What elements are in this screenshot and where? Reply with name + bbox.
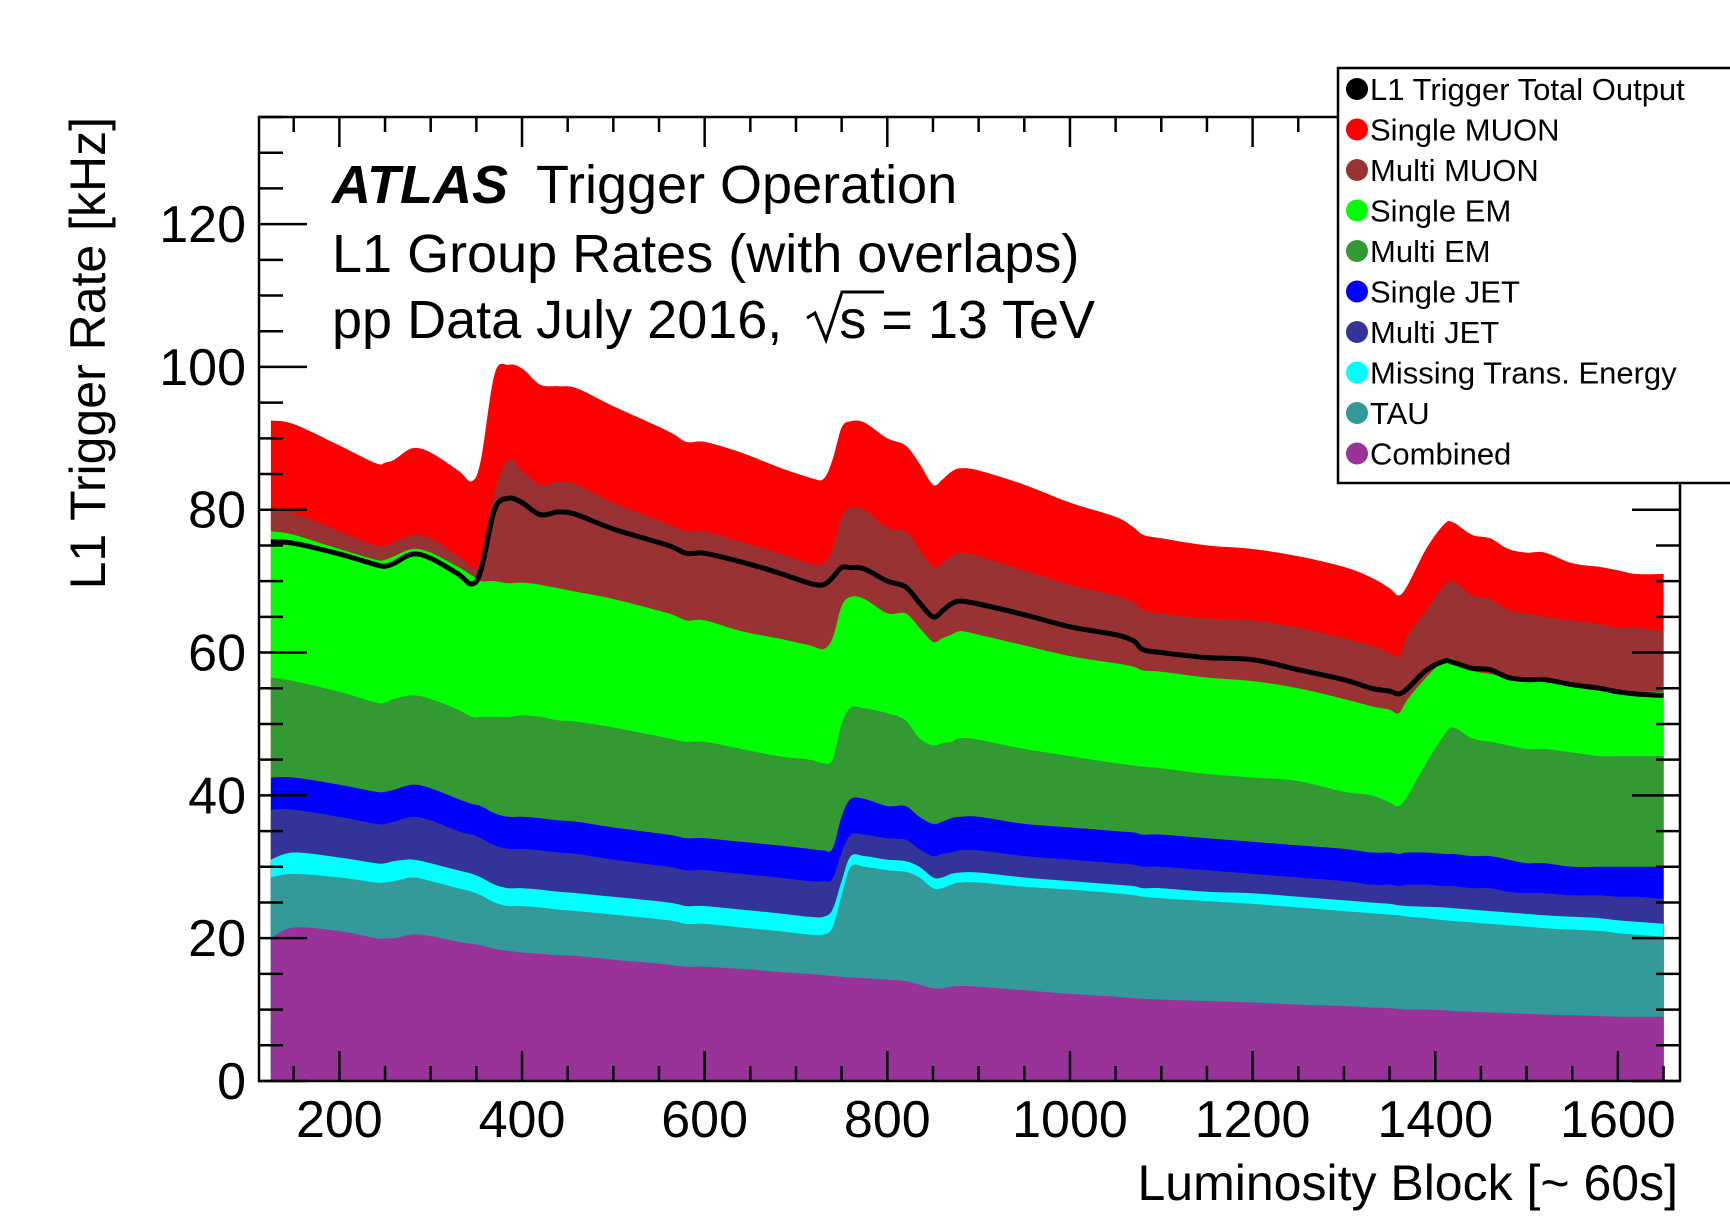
- y-tick-label: 60: [188, 625, 246, 683]
- legend-marker: [1346, 240, 1368, 262]
- legend-entry: Multi MUON: [1346, 153, 1539, 188]
- legend-entry: Missing Trans. Energy: [1346, 356, 1677, 391]
- atlas-label: ATLAS: [330, 155, 508, 215]
- legend-marker: [1346, 280, 1368, 303]
- legend-label: Missing Trans. Energy: [1370, 356, 1677, 391]
- y-tick-label: 100: [159, 339, 246, 397]
- x-tick-label: 1400: [1377, 1091, 1493, 1149]
- y-tick-label: 80: [188, 482, 246, 540]
- total-output-line-group: [270, 495, 1664, 698]
- x-tick-label: 800: [844, 1091, 931, 1149]
- legend-entry: Multi EM: [1346, 234, 1491, 269]
- legend-entry: Multi JET: [1346, 315, 1499, 350]
- legend-marker: [1346, 321, 1368, 343]
- legend-entry: L1 Trigger Total Output: [1346, 72, 1685, 107]
- x-tick-label: 1000: [1012, 1091, 1128, 1149]
- x-tick-label: 1600: [1560, 1091, 1676, 1149]
- legend-entry: Combined: [1346, 437, 1511, 472]
- legend-label: Multi EM: [1370, 234, 1491, 269]
- legend-label: Multi JET: [1370, 315, 1499, 350]
- legend-marker: [1346, 159, 1368, 181]
- legend-marker: [1346, 118, 1368, 141]
- legend-label: Single EM: [1370, 194, 1511, 229]
- legend-entry: Single MUON: [1346, 113, 1560, 148]
- legend-entry: Single JET: [1346, 275, 1520, 310]
- legend-marker: [1346, 361, 1368, 384]
- y-tick-label: 120: [159, 196, 246, 254]
- legend-label: TAU: [1370, 396, 1430, 431]
- legend-marker: [1346, 78, 1368, 100]
- legend-entry: Single EM: [1346, 194, 1511, 229]
- x-tick-label: 1200: [1195, 1091, 1311, 1149]
- y-tick-label: 20: [188, 910, 246, 968]
- y-axis-tick-labels: 0 20 40 60 80 100 120: [159, 196, 246, 1111]
- x-tick-label: 400: [479, 1091, 566, 1149]
- legend-label: Single MUON: [1370, 113, 1560, 148]
- area-combined: [270, 927, 1664, 1081]
- series-areas: [270, 363, 1664, 1081]
- svg-text:pp Data July 2016, s: pp Data July 2016, s = 13 TeV: [332, 290, 1095, 350]
- plot-frame: [257, 115, 1682, 1083]
- annotation-line2: L1 Group Rates (with overlaps): [332, 224, 1079, 284]
- x-tick-label: 200: [296, 1091, 383, 1149]
- legend-marker: [1346, 402, 1368, 424]
- legend-marker: [1346, 199, 1368, 222]
- y-tick-label: 0: [217, 1053, 246, 1111]
- y-axis-title: L1 Trigger Rate [kHz]: [60, 117, 116, 589]
- x-axis-tick-labels: 200 400 600 800 1000 1200 1400 1600: [296, 1091, 1676, 1149]
- legend-marker: [1346, 442, 1368, 465]
- sqrt-sign: [806, 290, 884, 345]
- y-tick-label: 40: [188, 767, 246, 825]
- legend-box: [1336, 66, 1730, 485]
- legend-entry: TAU: [1346, 396, 1430, 431]
- annotation-line3: pp Data July 2016, s = 13 TeV: [332, 290, 1095, 350]
- legend-label: Combined: [1370, 437, 1511, 472]
- x-axis-title: Luminosity Block [~ 60s]: [1137, 1155, 1678, 1211]
- legend-label: Multi MUON: [1370, 153, 1539, 188]
- legend: L1 Trigger Total Output Single MUON Multi …: [1336, 66, 1730, 485]
- x-tick-label: 600: [661, 1091, 748, 1149]
- annotation-line1: ATLAS Trigger Operation: [330, 155, 957, 215]
- legend-label: L1 Trigger Total Output: [1370, 72, 1685, 107]
- legend-label: Single JET: [1370, 275, 1520, 310]
- line-l1-trigger-total-output: [270, 495, 1664, 698]
